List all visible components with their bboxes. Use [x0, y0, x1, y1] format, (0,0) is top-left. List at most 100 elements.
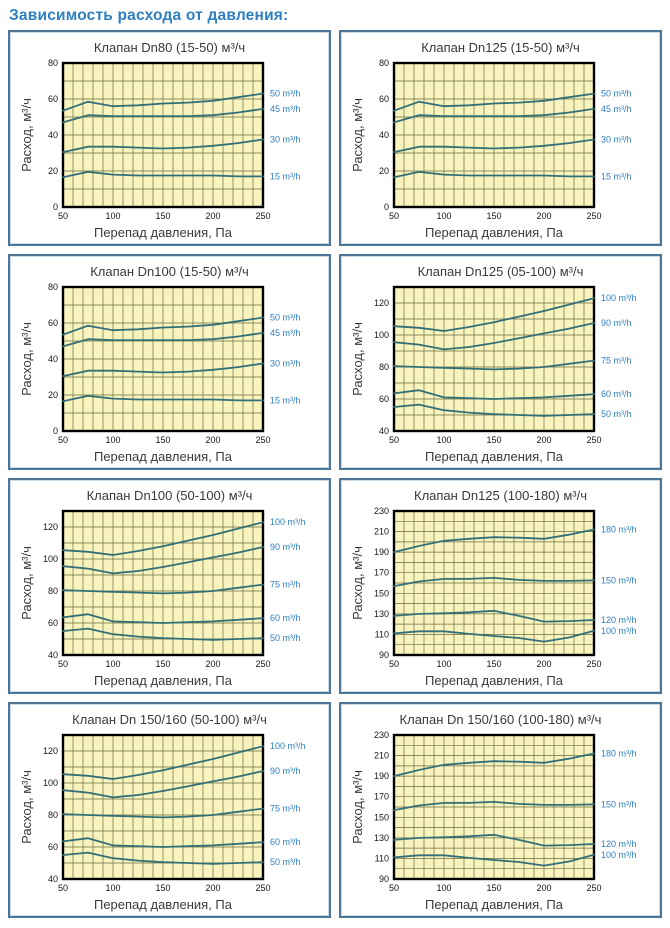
y-axis-label: Расход, м³/ч — [350, 770, 365, 844]
x-tick-label: 250 — [255, 659, 270, 669]
x-tick-label: 50 — [57, 883, 67, 893]
chart-title: Клапан Dn 150/160 (50-100) м³/ч — [72, 712, 267, 727]
series-label: 30 m³/h — [270, 135, 301, 145]
x-tick-label: 50 — [57, 435, 67, 445]
y-axis-label: Расход, м³/ч — [350, 322, 365, 396]
y-axis-label: Расход, м³/ч — [350, 98, 365, 172]
y-tick-label: 120 — [42, 522, 57, 532]
x-tick-label: 150 — [155, 211, 170, 221]
chart-plot: 40 60 80 100 120 50 100 150 200 250 100 m³/h 90 m³/… — [19, 733, 305, 912]
chart-panel-dn125-100-180: Клапан Dn125 (100-180) м³/ч 90 110 130 150 1… — [339, 478, 662, 694]
y-tick-label: 40 — [47, 650, 57, 660]
y-tick-label: 0 — [52, 202, 57, 212]
y-tick-label: 100 — [42, 554, 57, 564]
series-label: 100 m³/h — [270, 517, 306, 527]
y-tick-label: 40 — [47, 354, 57, 364]
chart-title: Клапан Dn 150/160 (100-180) м³/ч — [399, 712, 602, 727]
y-tick-label: 210 — [373, 527, 388, 537]
chart-panel-dn100-15-50: Клапан Dn100 (15-50) м³/ч 0 20 40 60 80 50 100… — [8, 254, 331, 470]
grid-lines — [393, 287, 594, 431]
x-tick-label: 250 — [255, 211, 270, 221]
plot-frame — [392, 509, 595, 657]
x-tick-label: 50 — [388, 435, 398, 445]
plot-frame — [61, 733, 264, 881]
series-label: 100 m³/h — [601, 293, 637, 303]
series-line — [392, 609, 595, 623]
chart-title: Клапан Dn125 (100-180) м³/ч — [414, 488, 587, 503]
x-axis-label: Перепад давления, Па — [424, 449, 563, 464]
y-tick-label: 40 — [378, 426, 388, 436]
x-tick-label: 50 — [57, 659, 67, 669]
y-tick-label: 100 — [373, 330, 388, 340]
chart-plot: 0 20 40 60 80 50 100 150 200 250 50 m³/h 45 m³/h 30 … — [350, 58, 632, 240]
chart-panel-dn80-15-50: Клапан Dn80 (15-50) м³/ч 0 20 40 60 80 50 100 1… — [8, 30, 331, 246]
y-tick-label: 130 — [373, 609, 388, 619]
x-axis-label: Перепад давления, Па — [93, 673, 232, 688]
series-line — [392, 833, 595, 847]
series-label: 120 m³/h — [601, 615, 637, 625]
y-axis-label: Расход, м³/ч — [350, 546, 365, 620]
x-tick-label: 150 — [155, 883, 170, 893]
series-line — [61, 627, 264, 641]
x-tick-label: 200 — [205, 659, 220, 669]
grid-lines — [62, 63, 263, 207]
x-tick-label: 100 — [105, 883, 120, 893]
series-label: 15 m³/h — [601, 171, 632, 181]
y-tick-label: 150 — [373, 812, 388, 822]
series-label: 45 m³/h — [601, 104, 632, 114]
y-tick-label: 80 — [378, 58, 388, 68]
x-tick-label: 200 — [536, 659, 551, 669]
series-line — [61, 395, 264, 403]
series-label: 50 m³/h — [601, 89, 632, 99]
chart-plot: 40 60 80 100 120 50 100 150 200 250 100 m³/h 90 m³/… — [350, 285, 637, 464]
chart-panel-dn150-160-50-100: Клапан Dn 150/160 (50-100) м³/ч 40 60 80 10… — [8, 702, 331, 918]
x-tick-label: 200 — [205, 883, 220, 893]
y-axis-label: Расход, м³/ч — [19, 546, 34, 620]
series-label: 30 m³/h — [270, 359, 301, 369]
y-tick-label: 110 — [374, 853, 388, 863]
y-axis-label: Расход, м³/ч — [19, 770, 34, 844]
y-tick-label: 60 — [47, 94, 57, 104]
y-tick-label: 130 — [373, 833, 388, 843]
x-tick-label: 250 — [586, 659, 601, 669]
grid-lines — [62, 511, 263, 655]
y-tick-label: 20 — [47, 166, 57, 176]
y-tick-label: 60 — [47, 618, 57, 628]
x-tick-label: 100 — [436, 211, 451, 221]
series-line — [392, 528, 595, 553]
series-label: 15 m³/h — [270, 395, 301, 405]
x-tick-label: 100 — [436, 435, 451, 445]
y-tick-label: 20 — [47, 390, 57, 400]
y-tick-label: 60 — [378, 394, 388, 404]
chart-panel-dn100-50-100: Клапан Dn100 (50-100) м³/ч 40 60 80 100 120 5… — [8, 478, 331, 694]
series-line — [392, 108, 595, 124]
series-line — [61, 138, 264, 153]
series-label: 45 m³/h — [270, 328, 301, 338]
series-line — [392, 92, 595, 112]
x-tick-label: 250 — [255, 435, 270, 445]
chart-panel-dn150-160-100-180: Клапан Dn 150/160 (100-180) м³/ч 90 110 13… — [339, 702, 662, 918]
series-line — [61, 546, 264, 575]
chart-plot: 0 20 40 60 80 50 100 150 200 250 50 m³/h 45 m³/h 30 … — [19, 282, 301, 464]
series-line — [61, 92, 264, 112]
series-label: 50 m³/h — [270, 313, 301, 323]
page-title: Зависимость расхода от давления: — [9, 7, 289, 24]
series-label: 15 m³/h — [270, 171, 301, 181]
x-tick-label: 150 — [486, 435, 501, 445]
x-axis-label: Перепад давления, Па — [424, 673, 563, 688]
y-tick-label: 120 — [42, 746, 57, 756]
series-line — [392, 629, 595, 643]
x-tick-label: 100 — [436, 659, 451, 669]
chart-panel-dn125-15-50: Клапан Dn125 (15-50) м³/ч 0 20 40 60 80 50 100… — [339, 30, 662, 246]
series-line — [392, 297, 595, 332]
series-line — [392, 138, 595, 153]
y-axis-label: Расход, м³/ч — [19, 322, 34, 396]
y-tick-label: 190 — [373, 771, 388, 781]
chart-plot: 90 110 130 150 170 190 210 230 50 100 150 200 250 180… — [350, 730, 637, 912]
x-tick-label: 150 — [155, 659, 170, 669]
x-tick-label: 250 — [586, 211, 601, 221]
x-tick-label: 100 — [105, 659, 120, 669]
series-label: 60 m³/h — [601, 389, 632, 399]
y-tick-label: 0 — [383, 202, 388, 212]
x-tick-label: 150 — [155, 435, 170, 445]
